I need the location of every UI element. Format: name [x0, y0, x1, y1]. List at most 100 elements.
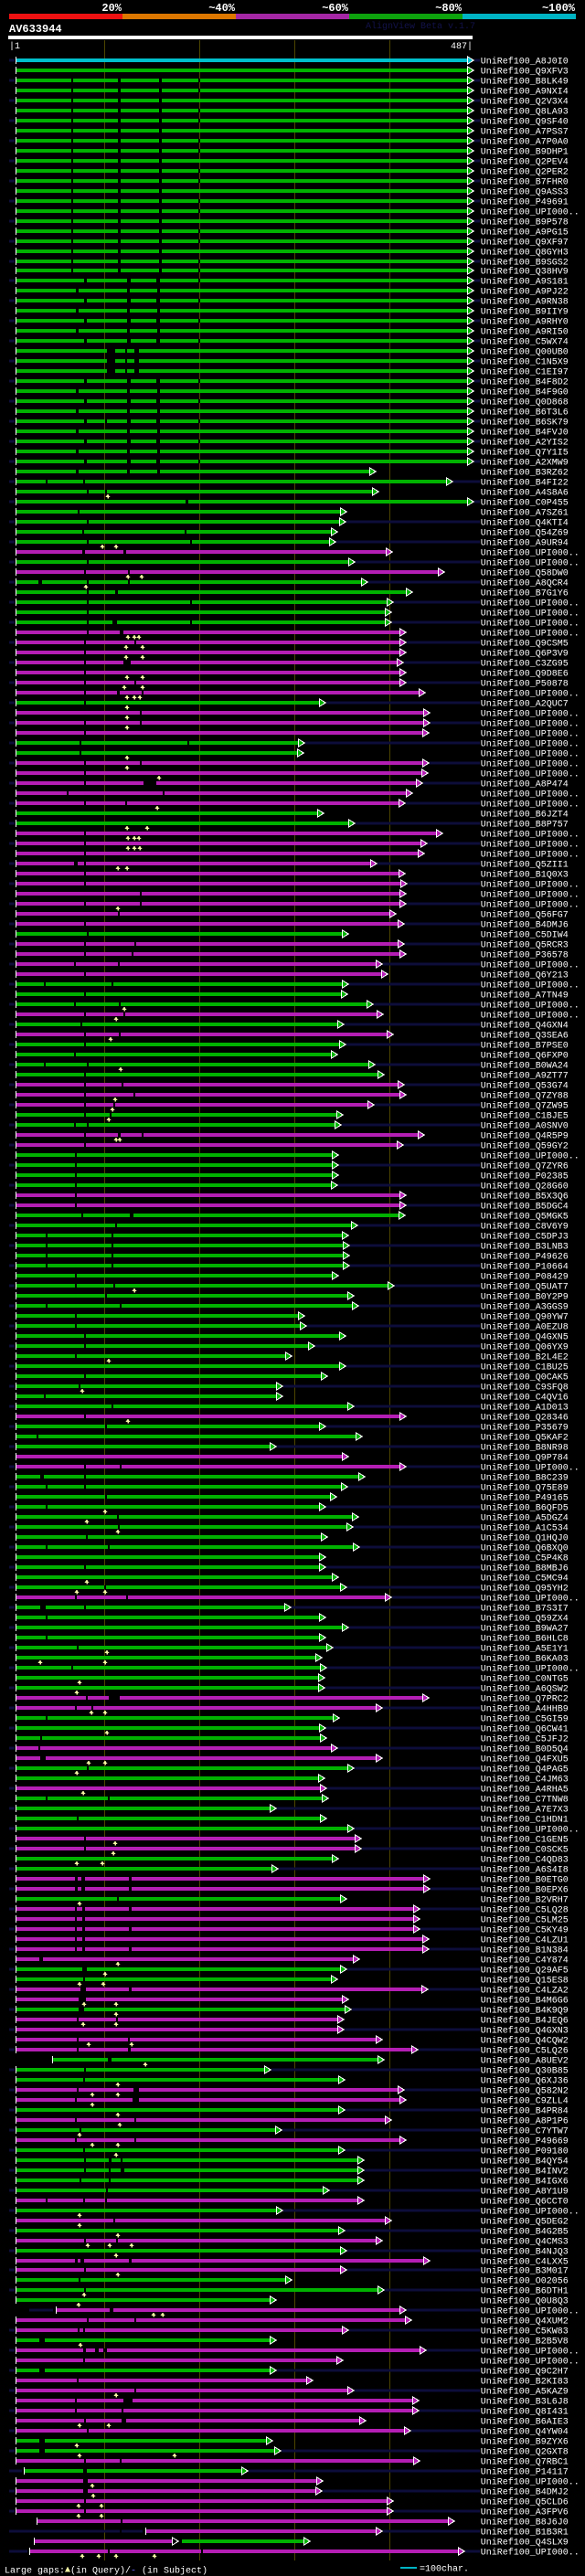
svg-text:UniRef100_UPI000..: UniRef100_UPI000.. [481, 2477, 580, 2488]
svg-text:UniRef100_B9ZYX6: UniRef100_B9ZYX6 [481, 2437, 569, 2448]
svg-text:UniRef100_C9ZLL4: UniRef100_C9ZLL4 [481, 2096, 569, 2107]
svg-text:UniRef100_Q95YH2: UniRef100_Q95YH2 [481, 1584, 569, 1595]
svg-text:UniRef100_B1Q0X3: UniRef100_B1Q0X3 [481, 870, 569, 881]
svg-text:UniRef100_A8QCR4: UniRef100_A8QCR4 [481, 578, 569, 589]
svg-text:=100char.: =100char. [420, 2564, 469, 2575]
svg-text:UniRef100_Q5DEG2: UniRef100_Q5DEG2 [481, 2217, 569, 2228]
svg-text:UniRef100_UPI000..: UniRef100_UPI000.. [481, 1151, 580, 1162]
svg-text:UniRef100_Q5CLD6: UniRef100_Q5CLD6 [481, 2497, 569, 2508]
svg-text:UniRef100_Q06YX9: UniRef100_Q06YX9 [481, 1342, 569, 1353]
svg-text:UniRef100_A5E1Y1: UniRef100_A5E1Y1 [481, 1644, 569, 1655]
svg-text:UniRef100_Q90YW7: UniRef100_Q90YW7 [481, 1312, 569, 1323]
svg-text:UniRef100_B2L4E2: UniRef100_B2L4E2 [481, 1352, 569, 1363]
svg-text:UniRef100_A1D013: UniRef100_A1D013 [481, 1403, 569, 1414]
svg-text:UniRef100_UPI000..: UniRef100_UPI000.. [481, 1664, 580, 1675]
svg-text:UniRef100_UPI000..: UniRef100_UPI000.. [481, 800, 580, 811]
svg-text:UniRef100_Q9XF97: UniRef100_Q9XF97 [481, 238, 569, 249]
svg-text:UniRef100_UPI000..: UniRef100_UPI000.. [481, 880, 580, 891]
svg-text:UniRef100_A2QUC7: UniRef100_A2QUC7 [481, 699, 569, 710]
svg-text:UniRef100_Q6CCT0: UniRef100_Q6CCT0 [481, 2197, 569, 2208]
svg-text:UniRef100_UPI000..: UniRef100_UPI000.. [481, 890, 580, 901]
svg-text:UniRef100_UPI000..: UniRef100_UPI000.. [481, 609, 580, 620]
svg-text:UniRef100_UPI000..: UniRef100_UPI000.. [481, 900, 580, 911]
svg-text:UniRef100_C4LZU1: UniRef100_C4LZU1 [481, 1935, 569, 1946]
svg-text:UniRef100_C1BU25: UniRef100_C1BU25 [481, 1362, 569, 1373]
svg-text:UniRef100_Q00UB0: UniRef100_Q00UB0 [481, 347, 569, 358]
svg-text:UniRef100_Q8I431: UniRef100_Q8I431 [481, 2407, 569, 2418]
svg-text:UniRef100_UPI000..: UniRef100_UPI000.. [481, 739, 580, 750]
svg-text:UniRef100_Q9C2H7: UniRef100_Q9C2H7 [481, 2367, 569, 2378]
svg-text:UniRef100_UPI000..: UniRef100_UPI000.. [481, 960, 580, 971]
svg-text:UniRef100_B3LNB3: UniRef100_B3LNB3 [481, 1242, 569, 1253]
svg-text:UniRef100_C5LM25: UniRef100_C5LM25 [481, 1915, 569, 1926]
svg-text:UniRef100_UPI000..: UniRef100_UPI000.. [481, 749, 580, 760]
svg-text:UniRef100_B9DHP1: UniRef100_B9DHP1 [481, 147, 569, 158]
svg-text:UniRef100_B6QFD5: UniRef100_B6QFD5 [481, 1503, 569, 1514]
svg-text:UniRef100_C5LQ28: UniRef100_C5LQ28 [481, 1905, 569, 1916]
svg-text:UniRef100_P49691: UniRef100_P49691 [481, 197, 569, 208]
svg-text:UniRef100_B8P757: UniRef100_B8P757 [481, 820, 569, 831]
svg-text:UniRef100_C4LXX5: UniRef100_C4LXX5 [481, 2257, 569, 2268]
svg-text:UniRef100_B4QY54: UniRef100_B4QY54 [481, 2157, 569, 2168]
svg-text:UniRef100_B9SGS2: UniRef100_B9SGS2 [481, 258, 569, 269]
svg-text:UniRef100_Q59GY2: UniRef100_Q59GY2 [481, 1141, 569, 1152]
svg-text:UniRef100_Q5RCR3: UniRef100_Q5RCR3 [481, 940, 569, 951]
svg-text:UniRef100_B6KA03: UniRef100_B6KA03 [481, 1654, 569, 1665]
svg-text:UniRef100_Q4SLX9: UniRef100_Q4SLX9 [481, 2538, 569, 2549]
svg-text:UniRef100_B2VRH7: UniRef100_B2VRH7 [481, 1895, 569, 1906]
svg-text:UniRef100_UPI000..: UniRef100_UPI000.. [481, 790, 580, 800]
svg-text:UniRef100_Q38HV9: UniRef100_Q38HV9 [481, 267, 569, 278]
svg-text:UniRef100_O02056: UniRef100_O02056 [481, 2276, 569, 2287]
svg-text:UniRef100_P36578: UniRef100_P36578 [481, 950, 569, 961]
svg-text:UniRef100_A5KAZ9: UniRef100_A5KAZ9 [481, 2387, 569, 2398]
svg-text:UniRef100_Q7PRC2: UniRef100_Q7PRC2 [481, 1694, 569, 1705]
svg-text:UniRef100_Q1HQJ0: UniRef100_Q1HQJ0 [481, 1533, 569, 1544]
svg-text:UniRef100_UPI000..: UniRef100_UPI000.. [481, 207, 580, 218]
svg-text:UniRef100_B8LK49: UniRef100_B8LK49 [481, 77, 569, 88]
svg-text:UniRef100_B3L6J8: UniRef100_B3L6J8 [481, 2397, 569, 2408]
svg-text:UniRef100_A6QSW2: UniRef100_A6QSW2 [481, 1684, 569, 1695]
svg-text:UniRef100_Q5ZII1: UniRef100_Q5ZII1 [481, 860, 569, 871]
svg-text:UniRef100_Q9D8E6: UniRef100_Q9D8E6 [481, 669, 569, 680]
svg-text:UniRef100_Q6BXQ0: UniRef100_Q6BXQ0 [481, 1543, 569, 1554]
svg-text:UniRef100_B2KI83: UniRef100_B2KI83 [481, 2377, 569, 2388]
svg-text:UniRef100_Q4GXN3: UniRef100_Q4GXN3 [481, 2026, 569, 2037]
svg-text:UniRef100_UPI000..: UniRef100_UPI000.. [481, 619, 580, 630]
svg-text:UniRef100_UPI000..: UniRef100_UPI000.. [481, 1011, 580, 1022]
svg-text:UniRef100_C1EI97: UniRef100_C1EI97 [481, 367, 569, 378]
svg-text:UniRef100_A4S8A6: UniRef100_A4S8A6 [481, 488, 569, 499]
svg-text:UniRef100_Q0D868: UniRef100_Q0D868 [481, 398, 569, 408]
svg-text:UniRef100_C5KW83: UniRef100_C5KW83 [481, 2327, 569, 2337]
svg-text:UniRef100_Q59ZX4: UniRef100_Q59ZX4 [481, 1614, 569, 1625]
svg-text:UniRef100_C7TNW8: UniRef100_C7TNW8 [481, 1795, 569, 1806]
svg-text:UniRef100_A0EZU8: UniRef100_A0EZU8 [481, 1322, 569, 1333]
svg-text:UniRef100_B6AIE3: UniRef100_B6AIE3 [481, 2417, 569, 2428]
svg-text:UniRef100_Q6CW41: UniRef100_Q6CW41 [481, 1724, 569, 1735]
svg-text:UniRef100_UPI000..: UniRef100_UPI000.. [481, 629, 580, 640]
svg-text:UniRef100_A7E7X3: UniRef100_A7E7X3 [481, 1805, 569, 1816]
svg-text:UniRef100_UPI000..: UniRef100_UPI000.. [481, 769, 580, 780]
svg-text:UniRef100_Q2GXT8: UniRef100_Q2GXT8 [481, 2447, 569, 2458]
svg-text:UniRef100_B6T3L6: UniRef100_B6T3L6 [481, 408, 569, 419]
svg-text:UniRef100_C4QD83: UniRef100_C4QD83 [481, 1855, 569, 1866]
svg-text:UniRef100_P49165: UniRef100_P49165 [481, 1493, 569, 1504]
svg-text:UniRef100_C1N5X9: UniRef100_C1N5X9 [481, 357, 569, 368]
svg-text:UniRef100_C0NTG5: UniRef100_C0NTG5 [481, 1674, 569, 1685]
svg-text:20%: 20% [101, 2, 122, 15]
svg-text:UniRef100_B5DGC4: UniRef100_B5DGC4 [481, 1202, 569, 1213]
svg-text:UniRef100_Q6FXP0: UniRef100_Q6FXP0 [481, 1051, 569, 1062]
svg-text:UniRef100_B9P578: UniRef100_B9P578 [481, 217, 569, 228]
svg-text:UniRef100_C5DIW4: UniRef100_C5DIW4 [481, 930, 569, 941]
svg-text:AV633944: AV633944 [9, 23, 62, 36]
svg-text:UniRef100_UPI000..: UniRef100_UPI000.. [481, 548, 580, 559]
svg-text:UniRef100_C5GI59: UniRef100_C5GI59 [481, 1714, 569, 1725]
svg-text:UniRef100_A8P1P6: UniRef100_A8P1P6 [481, 2116, 569, 2127]
svg-text:|1: |1 [9, 41, 20, 52]
svg-text:UniRef100_C9SFQ8: UniRef100_C9SFQ8 [481, 1383, 569, 1394]
svg-text:UniRef100_UPI000..: UniRef100_UPI000.. [481, 2357, 580, 2368]
svg-text:UniRef100_A5DGZ4: UniRef100_A5DGZ4 [481, 1513, 569, 1524]
svg-text:UniRef100_Q7Y1I5: UniRef100_Q7Y1I5 [481, 448, 569, 459]
svg-text:UniRef100_Q4CQW2: UniRef100_Q4CQW2 [481, 2036, 569, 2047]
svg-text:UniRef100_A0SNV0: UniRef100_A0SNV0 [481, 1121, 569, 1132]
svg-text:UniRef100_P14117: UniRef100_P14117 [481, 2467, 569, 2478]
